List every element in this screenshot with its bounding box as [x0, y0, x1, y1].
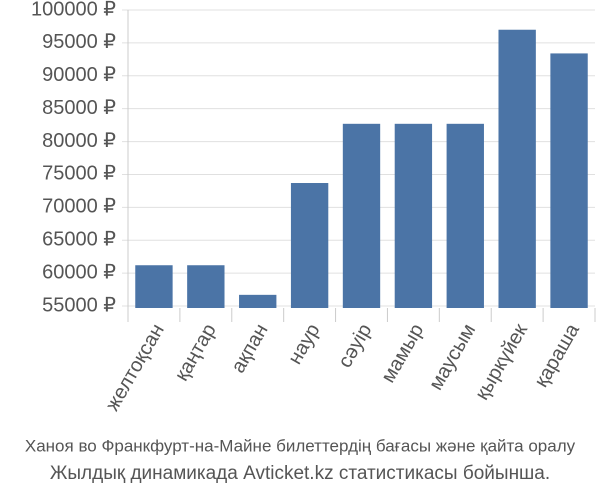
y-tick-label: 80000 ₽	[42, 130, 116, 152]
x-tick-label: ақпан	[227, 320, 272, 377]
x-tick-label: сәуір	[334, 320, 376, 371]
x-tick-label: мамыр	[377, 320, 428, 387]
x-tick-label: қараша	[530, 319, 584, 391]
bar	[135, 265, 173, 308]
y-tick-label: 70000 ₽	[42, 196, 116, 218]
y-tick-label: 95000 ₽	[42, 31, 116, 53]
bar	[498, 29, 536, 308]
y-tick-label: 75000 ₽	[42, 163, 116, 185]
x-tick-label: қыркүйек	[471, 320, 532, 404]
y-tick-label: 100000 ₽	[31, 0, 116, 20]
bar	[446, 123, 484, 308]
y-tick-label: 85000 ₽	[42, 97, 116, 119]
y-tick-label: 60000 ₽	[42, 261, 116, 283]
x-tick-label: наур	[284, 320, 324, 368]
bar	[187, 265, 225, 308]
x-tick-label: маусым	[425, 320, 480, 394]
caption-line: Жылдық динамикада Avticket.kz статистика…	[50, 463, 550, 484]
x-tick-label: желтоқсан	[102, 320, 169, 415]
bar	[550, 53, 588, 308]
caption-line: Ханоя во Франкфурт-на-Майне билеттердің …	[25, 436, 576, 455]
y-tick-label: 55000 ₽	[42, 294, 116, 316]
y-tick-label: 65000 ₽	[42, 229, 116, 251]
bar	[290, 183, 329, 308]
bar	[394, 123, 433, 308]
x-tick-label: қаңтар	[171, 320, 221, 385]
bar	[342, 123, 381, 308]
bar	[239, 294, 277, 308]
y-tick-label: 90000 ₽	[42, 64, 116, 86]
